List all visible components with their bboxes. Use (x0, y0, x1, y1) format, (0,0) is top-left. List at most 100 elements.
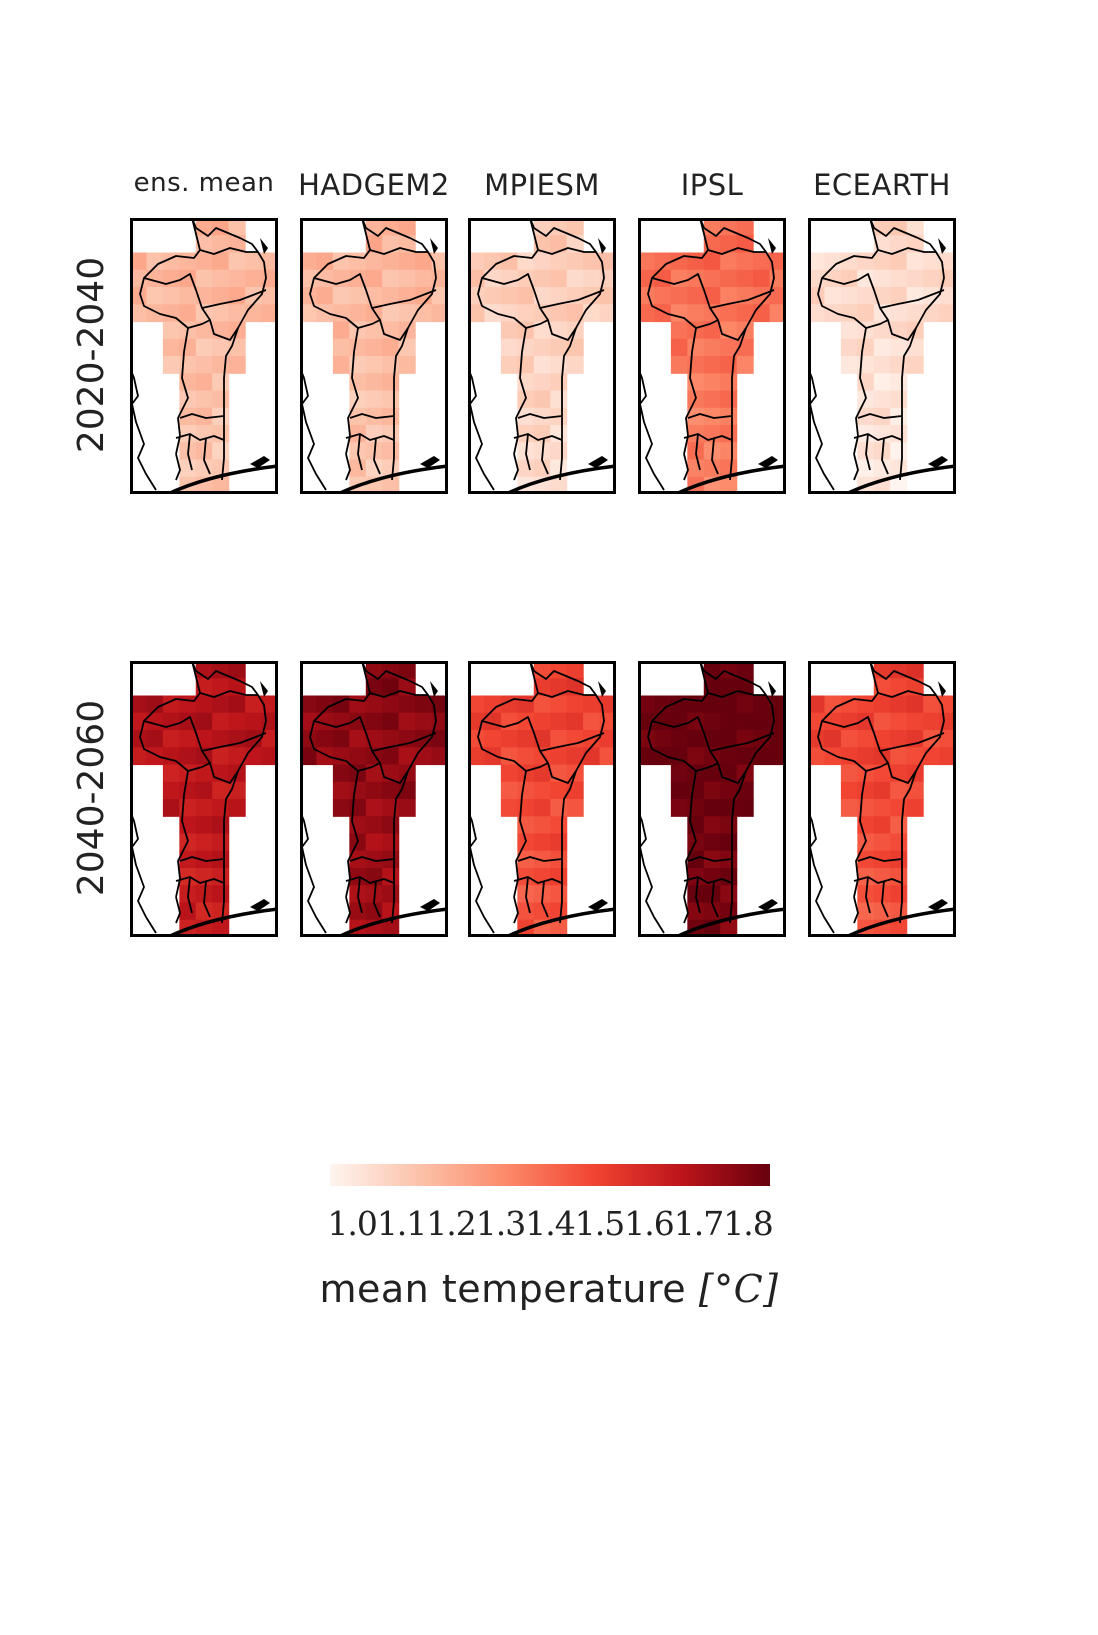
grid-cell (382, 730, 400, 748)
grid-cell (415, 712, 433, 731)
grid-cell (179, 373, 197, 392)
border-line (309, 218, 371, 455)
grid-cell (599, 252, 616, 271)
grid-cell (857, 459, 875, 478)
grid-cell (939, 287, 956, 305)
grid-cell (923, 269, 941, 288)
grid-cell (550, 919, 568, 937)
grid-cell (484, 730, 502, 748)
grid-cell (687, 730, 705, 748)
grid-cell (939, 252, 956, 271)
grid-cell (517, 781, 535, 800)
grid-cell (365, 764, 383, 783)
grid-cell (550, 885, 568, 904)
grid-cell (500, 781, 518, 800)
border-line (373, 880, 381, 918)
grid-cell (468, 747, 486, 766)
grid-cell (906, 712, 924, 731)
grid-cell (228, 661, 246, 679)
grid-cell (431, 695, 448, 714)
grid-cell (349, 407, 367, 426)
border-line (638, 367, 665, 491)
grid-cell (365, 712, 383, 731)
grid-cell (550, 390, 568, 409)
grid-cell (212, 730, 230, 748)
grid-cell (382, 356, 400, 374)
grid-cell (720, 390, 738, 409)
border-line (139, 661, 201, 898)
grid-cell (550, 781, 568, 800)
border-line (130, 367, 157, 491)
grid-cell (431, 747, 448, 766)
grid-cell (583, 712, 601, 731)
grid-cell (873, 833, 891, 852)
coastline (675, 464, 786, 494)
grid-cell (130, 695, 148, 714)
grid-cell (212, 287, 230, 305)
grid-cell (365, 695, 383, 714)
grid-cell (703, 868, 721, 886)
grid-cell (654, 269, 672, 288)
grid-cell (890, 833, 908, 852)
grid-cell (398, 218, 416, 236)
grid-cell (890, 868, 908, 886)
grid-cell (670, 712, 688, 731)
grid-cell (382, 287, 400, 305)
border-line (139, 218, 201, 455)
border-line (371, 289, 437, 309)
panel-frame (300, 661, 448, 937)
grid-cell (654, 304, 672, 323)
grid-cell (316, 730, 334, 748)
grid-cell (179, 747, 197, 766)
grid-cell (550, 730, 568, 748)
grid-cell (599, 287, 616, 305)
grid-cell (808, 747, 826, 766)
column-title: MPIESM (484, 168, 600, 202)
grid-cell (890, 476, 908, 494)
border-line (683, 896, 689, 924)
grid-cell (365, 816, 383, 835)
border-line (357, 319, 409, 341)
border-line (647, 661, 709, 898)
border-line (683, 433, 733, 441)
grid-cell (195, 321, 213, 340)
grid-cell (550, 252, 568, 271)
grid-cell (923, 252, 941, 271)
grid-cell (146, 747, 164, 766)
grid-cell (873, 868, 891, 886)
grid-cell (720, 338, 738, 357)
grid-cell (468, 695, 486, 714)
grid-cell (468, 304, 486, 323)
border-line (357, 433, 363, 471)
grid-cell (179, 781, 197, 800)
map-panel (638, 218, 786, 494)
grid-cell (349, 781, 367, 800)
grid-cell (517, 459, 535, 478)
grid-cell (398, 304, 416, 323)
grid-cell (753, 304, 771, 323)
grid-cell (332, 287, 350, 305)
map-svg (130, 661, 278, 937)
grid-cell (566, 252, 584, 271)
grid-cell (179, 269, 197, 288)
grid-cell (873, 356, 891, 374)
border-line (529, 218, 605, 481)
grid-cell (245, 252, 263, 271)
grid-cell (365, 252, 383, 271)
grid-cell (431, 287, 448, 305)
grid-cell (300, 747, 318, 766)
grid-cell (349, 850, 367, 869)
grid-cell (212, 695, 230, 714)
border-line (869, 661, 945, 924)
grid-cell (687, 287, 705, 305)
grid-cell (398, 747, 416, 766)
grid-cell (720, 287, 738, 305)
grid-cell (769, 252, 786, 271)
grid-cell (840, 730, 858, 748)
grid-cell (857, 695, 875, 714)
grid-cell (769, 730, 786, 748)
lagoon (420, 456, 440, 468)
grid-cell (703, 712, 721, 731)
grid-cell (195, 781, 213, 800)
grid-cell (890, 678, 908, 697)
